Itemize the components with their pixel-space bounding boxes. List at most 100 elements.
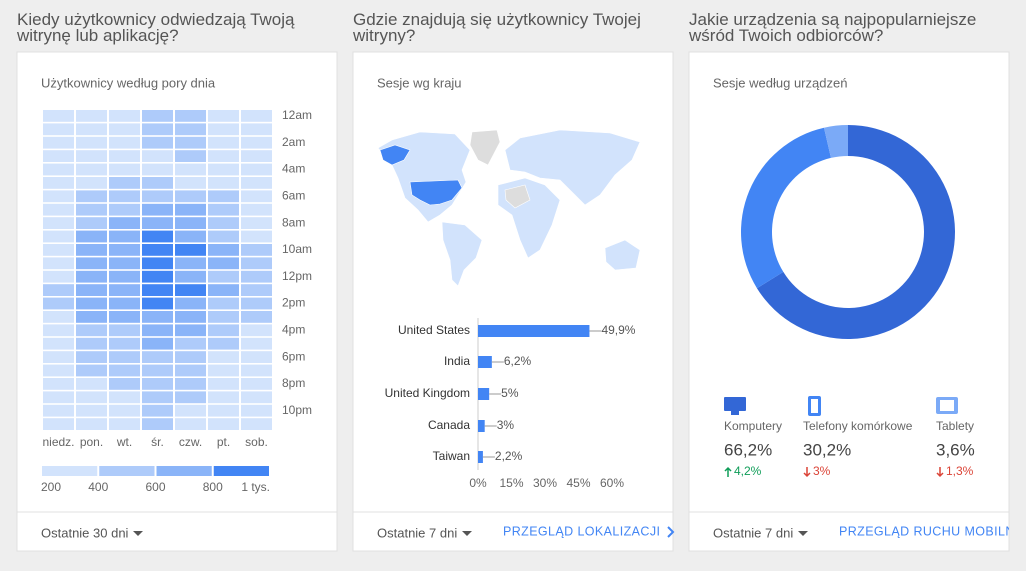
legend-value: 30,2% — [803, 440, 851, 459]
map-region — [504, 184, 531, 209]
donut-slice — [756, 125, 955, 339]
heat-cell — [142, 190, 173, 203]
heat-cell — [241, 163, 272, 176]
heat-cell — [76, 244, 107, 256]
heat-cell — [208, 311, 239, 323]
heat-cell — [43, 190, 74, 203]
range-text[interactable]: Ostatnie 7 dni — [713, 525, 793, 540]
dropdown-arrow[interactable] — [798, 531, 808, 536]
heat-cell — [208, 177, 239, 189]
desktop-icon — [724, 397, 746, 411]
value-label: 2,2% — [495, 449, 523, 463]
scale-label: 200 — [41, 480, 61, 494]
hour-label: 12pm — [282, 269, 312, 283]
heat-cell — [109, 190, 140, 203]
heat-cell — [241, 123, 272, 136]
range-text[interactable]: Ostatnie 7 dni — [377, 525, 457, 540]
day-label: czw. — [179, 435, 202, 449]
map-region — [469, 129, 501, 166]
heat-cell — [142, 404, 173, 417]
heat-cell — [142, 110, 173, 122]
dropdown-arrow[interactable] — [133, 531, 143, 536]
category-label: United States — [398, 323, 470, 337]
heat-cell — [241, 136, 272, 149]
day-label: sob. — [245, 435, 268, 449]
map-region — [604, 239, 641, 271]
range-dropdown[interactable]: Ostatnie 7 dni — [377, 525, 472, 540]
map-region — [441, 221, 483, 287]
heat-cell — [142, 351, 173, 363]
change-arrow — [803, 467, 811, 478]
hour-label: 10am — [282, 242, 312, 256]
heat-cell — [142, 244, 173, 256]
value-label: 49,9% — [601, 323, 635, 337]
heat-cell — [175, 284, 206, 296]
x-tick-label: 45% — [566, 476, 590, 490]
heat-cell — [175, 163, 206, 176]
phone-icon — [811, 399, 818, 413]
scale-swatch — [213, 466, 269, 476]
heat-cell — [76, 177, 107, 189]
heat-cell — [175, 404, 206, 417]
scale-swatch — [99, 466, 155, 476]
heat-cell — [241, 418, 272, 430]
report-link[interactable]: PRZEGLĄD RUCHU MOBILNE — [839, 524, 1024, 538]
heat-cell — [241, 297, 272, 310]
day-label: śr. — [151, 435, 164, 449]
heat-cell — [241, 284, 272, 296]
dropdown-arrow[interactable] — [462, 531, 472, 536]
range-dropdown[interactable]: Ostatnie 30 dni — [41, 525, 143, 540]
heat-cell — [208, 150, 239, 162]
heat-cell — [43, 324, 74, 337]
device-icons — [724, 396, 958, 416]
heat-cell — [76, 230, 107, 243]
heat-cell — [43, 217, 74, 229]
heat-cell — [76, 418, 107, 430]
heat-cell — [43, 110, 74, 122]
scale-swatch — [42, 466, 98, 476]
category-label: India — [444, 354, 470, 368]
heat-cell — [241, 257, 272, 270]
heat-cell — [175, 136, 206, 149]
legend-name: Komputery — [724, 419, 782, 433]
heat-cell — [208, 270, 239, 283]
chevron[interactable] — [667, 526, 675, 538]
tablet-icon — [940, 400, 954, 411]
heat-cell — [241, 404, 272, 417]
heat-cell — [109, 297, 140, 310]
heat-cell — [43, 311, 74, 323]
heat-cell — [43, 391, 74, 404]
category-label: Taiwan — [433, 449, 470, 463]
desktop-icon — [731, 411, 739, 415]
heat-cell — [142, 150, 173, 162]
heat-cell — [175, 150, 206, 162]
hour-label: 2am — [282, 135, 305, 149]
heat-cell — [43, 378, 74, 390]
value-label: 5% — [501, 386, 519, 400]
heat-cell — [76, 110, 107, 122]
world-map — [377, 129, 641, 287]
hour-label: 10pm — [282, 403, 312, 417]
heat-cell — [208, 404, 239, 417]
heat-cell — [142, 123, 173, 136]
scale-label: 800 — [203, 480, 223, 494]
heat-cell — [175, 391, 206, 404]
range-dropdown[interactable]: Ostatnie 7 dni — [713, 525, 808, 540]
heat-cell — [109, 418, 140, 430]
heat-cell — [142, 177, 173, 189]
day-label: pon. — [80, 435, 103, 449]
heat-cell — [175, 177, 206, 189]
heat-cell — [142, 378, 173, 390]
heat-cell — [109, 136, 140, 149]
hour-label: 8pm — [282, 376, 305, 390]
bar — [478, 420, 485, 432]
report-link[interactable]: PRZEGLĄD LOKALIZACJI — [503, 524, 660, 538]
range-text[interactable]: Ostatnie 30 dni — [41, 525, 129, 540]
heat-cell — [76, 190, 107, 203]
heat-cell — [142, 284, 173, 296]
heat-cell — [43, 337, 74, 350]
heat-cell — [76, 324, 107, 337]
heat-cell — [241, 244, 272, 256]
heat-cell — [76, 163, 107, 176]
